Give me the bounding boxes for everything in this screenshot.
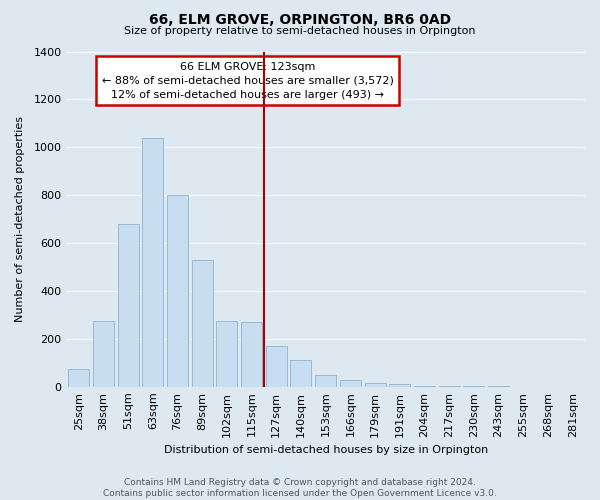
Bar xyxy=(365,383,386,387)
Text: Size of property relative to semi-detached houses in Orpington: Size of property relative to semi-detach… xyxy=(124,26,476,36)
Bar xyxy=(241,322,262,387)
X-axis label: Distribution of semi-detached houses by size in Orpington: Distribution of semi-detached houses by … xyxy=(164,445,488,455)
Bar xyxy=(167,195,188,387)
Bar xyxy=(217,321,238,387)
Bar xyxy=(340,380,361,387)
Bar xyxy=(315,375,336,387)
Bar xyxy=(191,260,212,387)
Bar xyxy=(290,360,311,387)
Text: 66 ELM GROVE: 123sqm
← 88% of semi-detached houses are smaller (3,572)
12% of se: 66 ELM GROVE: 123sqm ← 88% of semi-detac… xyxy=(102,62,394,100)
Bar xyxy=(118,224,139,387)
Bar xyxy=(439,386,460,387)
Y-axis label: Number of semi-detached properties: Number of semi-detached properties xyxy=(15,116,25,322)
Bar xyxy=(68,369,89,387)
Bar xyxy=(142,138,163,387)
Bar xyxy=(389,384,410,387)
Text: Contains HM Land Registry data © Crown copyright and database right 2024.
Contai: Contains HM Land Registry data © Crown c… xyxy=(103,478,497,498)
Bar xyxy=(93,321,114,387)
Bar xyxy=(414,386,435,387)
Bar xyxy=(266,346,287,387)
Text: 66, ELM GROVE, ORPINGTON, BR6 0AD: 66, ELM GROVE, ORPINGTON, BR6 0AD xyxy=(149,12,451,26)
